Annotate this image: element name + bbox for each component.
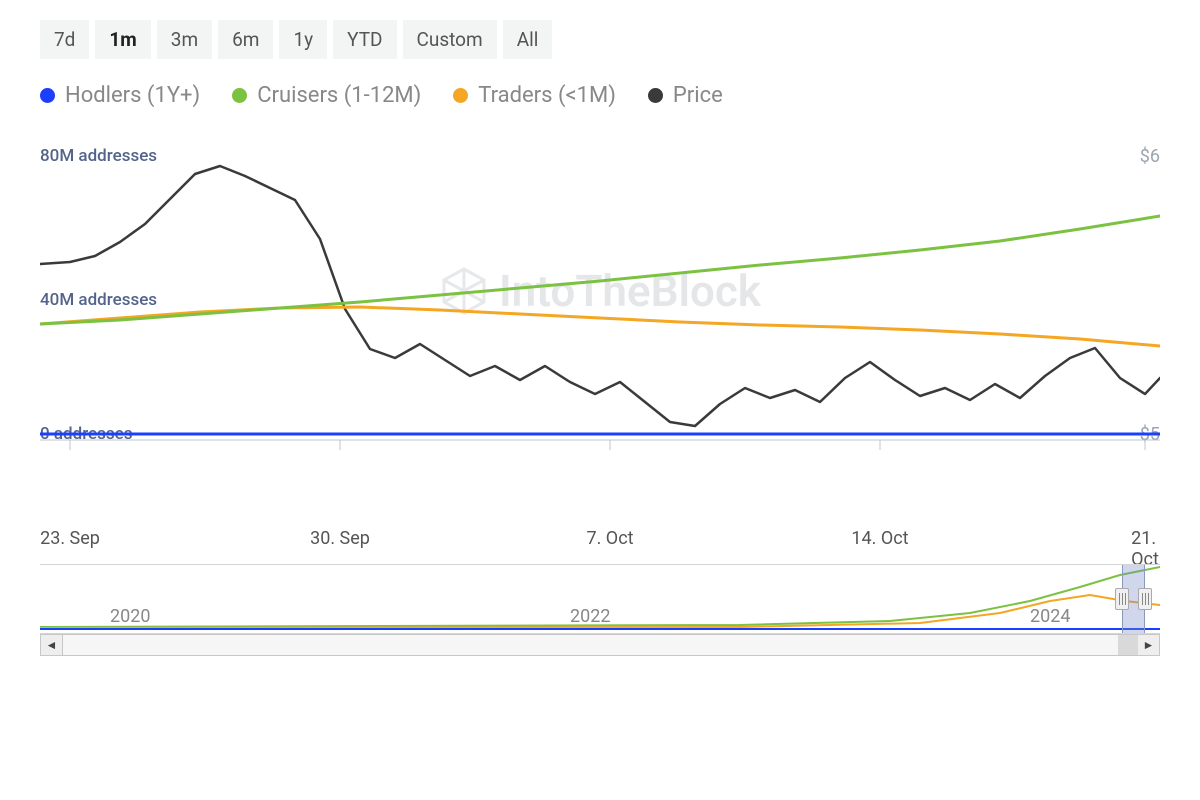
navigator-year-label: 2020	[110, 606, 150, 627]
navigator-handle-right[interactable]	[1138, 588, 1152, 610]
legend-dot-icon	[453, 88, 468, 103]
main-chart[interactable]: 0 addresses40M addresses80M addresses $5…	[40, 144, 1160, 494]
navigator-handle-left[interactable]	[1115, 588, 1129, 610]
scroll-right-button[interactable]: ►	[1137, 635, 1159, 655]
time-range-custom[interactable]: Custom	[403, 20, 497, 59]
series-price	[40, 166, 1160, 426]
time-range-1y[interactable]: 1y	[279, 20, 327, 59]
time-range-7d[interactable]: 7d	[40, 20, 89, 59]
legend-item[interactable]: Price	[648, 83, 723, 108]
range-navigator[interactable]: 2020 2022 2024	[40, 564, 1160, 634]
time-range-ytd[interactable]: YTD	[333, 20, 396, 59]
scroll-left-button[interactable]: ◄	[41, 635, 63, 655]
x-tick-label: 30. Sep	[310, 528, 370, 549]
legend-label: Cruisers (1-12M)	[257, 83, 421, 108]
legend-item[interactable]: Cruisers (1-12M)	[232, 83, 421, 108]
legend-label: Hodlers (1Y+)	[65, 83, 200, 108]
time-range-all[interactable]: All	[503, 20, 553, 59]
scroll-thumb[interactable]	[1118, 635, 1138, 655]
horizontal-scrollbar[interactable]: ◄ ►	[40, 634, 1160, 656]
time-range-1m[interactable]: 1m	[95, 20, 150, 59]
scroll-track[interactable]	[63, 635, 1137, 655]
legend-label: Traders (<1M)	[478, 83, 616, 108]
navigator-year-label: 2024	[1030, 606, 1070, 627]
legend-dot-icon	[648, 88, 663, 103]
legend-item[interactable]: Traders (<1M)	[453, 83, 616, 108]
x-tick-label: 7. Oct	[586, 528, 633, 549]
legend-dot-icon	[40, 88, 55, 103]
legend-item[interactable]: Hodlers (1Y+)	[40, 83, 200, 108]
legend: Hodlers (1Y+) Cruisers (1-12M) Traders (<1…	[40, 83, 1160, 108]
x-tick-label: 14. Oct	[851, 528, 908, 549]
series-cruisers	[40, 216, 1160, 324]
time-range-3m[interactable]: 3m	[157, 20, 212, 59]
time-range-selector: 7d1m3m6m1yYTDCustomAll	[40, 20, 1160, 59]
legend-label: Price	[673, 83, 723, 108]
x-tick-label: 23. Sep	[40, 528, 100, 549]
legend-dot-icon	[232, 88, 247, 103]
time-range-6m[interactable]: 6m	[218, 20, 273, 59]
navigator-year-label: 2022	[570, 606, 610, 627]
chart-canvas[interactable]	[40, 144, 1160, 464]
